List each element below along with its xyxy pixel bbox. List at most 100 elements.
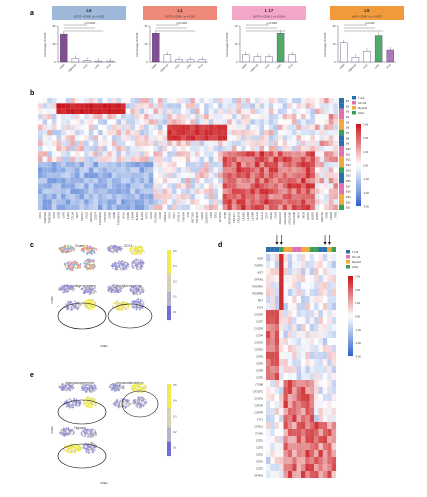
panel-d-col-group-strip <box>292 247 297 252</box>
panel-b-cell <box>51 172 57 179</box>
panel-d-cell <box>292 324 297 332</box>
panel-b-cell <box>51 135 57 141</box>
panel-b-cell <box>38 162 43 168</box>
panel-b-cell <box>111 156 117 163</box>
panel-d-colorbar-segment <box>348 322 353 325</box>
panel-b-cell <box>301 108 306 115</box>
panel-d-row-label: XCR1 <box>256 459 263 463</box>
panel-b-cell <box>319 188 325 195</box>
panel-b-cell <box>227 183 232 189</box>
panel-e-tsne-1-point <box>119 387 122 389</box>
panel-c-tsne-0-point <box>85 259 88 262</box>
panel-d-cell <box>270 401 275 409</box>
panel-b-cell <box>250 140 255 147</box>
panel-b-cell <box>218 188 223 195</box>
panel-c-colorbar-segment <box>167 287 171 290</box>
panel-b-cell <box>264 140 269 147</box>
panel-b-col-label: TNFSF9 <box>181 211 185 221</box>
panel-d-colorbar-segment <box>348 326 353 329</box>
panel-c-tsne-0-point <box>59 247 62 249</box>
panel-b-cell <box>74 188 80 195</box>
panel-d-cell <box>314 275 319 283</box>
panel-b-cell <box>134 188 140 195</box>
panel-d-cell <box>279 359 284 367</box>
panel-b-cell <box>236 114 242 120</box>
panel-b-cell <box>158 103 163 109</box>
panel-b-cell <box>185 167 191 173</box>
panel-b-cell <box>291 151 297 157</box>
panel-b-cell <box>139 114 145 120</box>
panel-d-cell <box>274 282 280 290</box>
panel-b-cell <box>287 98 292 104</box>
panel-b-cell <box>139 156 145 163</box>
panel-b-cell <box>231 103 237 109</box>
panel-d-cell <box>331 401 337 409</box>
panel-d-cell <box>305 261 310 269</box>
panel-b-cell <box>333 156 339 163</box>
panel-e-tsne-1-point <box>127 402 129 404</box>
panel-b-cell <box>176 146 182 152</box>
panel-b-cell <box>88 204 94 211</box>
panel-e-tsne-1-point <box>115 399 118 402</box>
panel-c-tsne-0-point <box>88 247 91 250</box>
panel-e-colorbar-segment <box>167 410 171 413</box>
panel-d-cell <box>305 387 310 395</box>
panel-b-cell <box>130 135 135 141</box>
panel-d-cell <box>296 282 302 290</box>
panel-b-cell <box>231 98 237 104</box>
panel-c-tsne-1-point <box>127 265 130 268</box>
panel-d-cell <box>318 254 323 262</box>
panel-b-cell <box>287 199 292 205</box>
panel-b-cell <box>218 183 223 189</box>
panel-b-cell <box>291 172 297 179</box>
panel-e-tsne-2-point <box>91 428 94 431</box>
panel-c-tsne-0-point <box>89 266 92 268</box>
panel-b-cell <box>107 146 112 152</box>
panel-d-cell <box>287 359 293 367</box>
panel-d-cell <box>283 289 288 297</box>
panel-b-cell <box>84 167 89 173</box>
panel-c-tsne-2-point <box>64 287 67 290</box>
panel-b-cell <box>264 156 269 163</box>
panel-d-cell <box>301 394 306 402</box>
panel-e-tsne-2-point <box>63 429 66 431</box>
panel-b-cell <box>190 124 195 131</box>
panel-b-legend-label-3: Other <box>358 111 365 115</box>
panel-a-bar-0-1 <box>71 58 80 63</box>
panel-b-cell <box>130 114 135 120</box>
panel-b-col-label: SIGLEC9 <box>237 211 241 223</box>
panel-c-tsne-3-point <box>122 300 125 303</box>
panel-b-cell <box>84 103 89 109</box>
panel-b-cell <box>125 194 131 200</box>
panel-b-cell <box>47 140 52 147</box>
panel-d-cell <box>292 394 297 402</box>
panel-b-cell <box>167 98 172 104</box>
panel-b-row-label: B6 <box>346 126 350 130</box>
panel-b-cell <box>148 146 154 152</box>
panel-b-cell <box>241 183 246 189</box>
panel-b-cell <box>291 103 297 109</box>
panel-d-legend-label-0: T cell <box>352 250 359 254</box>
panel-d-cell <box>322 366 328 374</box>
panel-b-cell <box>199 172 205 179</box>
panel-e-tsne-0-point <box>72 406 75 409</box>
panel-e-tsne-0-point <box>72 404 75 406</box>
panel-e-tsne-0-point <box>65 383 68 386</box>
panel-b-cell <box>273 114 279 120</box>
panel-b-cell <box>282 130 288 136</box>
panel-b-cell <box>162 199 168 205</box>
panel-c-tsne-1-point <box>117 262 120 264</box>
panel-b-cell <box>121 188 126 195</box>
panel-b-cell <box>65 188 71 195</box>
panel-b-cell <box>241 178 246 184</box>
panel-b-cell <box>98 172 103 179</box>
panel-c-title-3: Microglial signature <box>114 284 142 288</box>
panel-b-cell <box>250 156 255 163</box>
panel-b-cell <box>74 151 80 157</box>
panel-b-cell <box>47 183 52 189</box>
panel-e-tsne-0-point <box>84 386 86 388</box>
panel-d-cell <box>292 261 297 269</box>
panel-c-colorbar-segment <box>167 266 171 269</box>
panel-d-colorbar-tick-0: 3.00 <box>355 275 361 279</box>
panel-b-cell <box>291 162 297 168</box>
